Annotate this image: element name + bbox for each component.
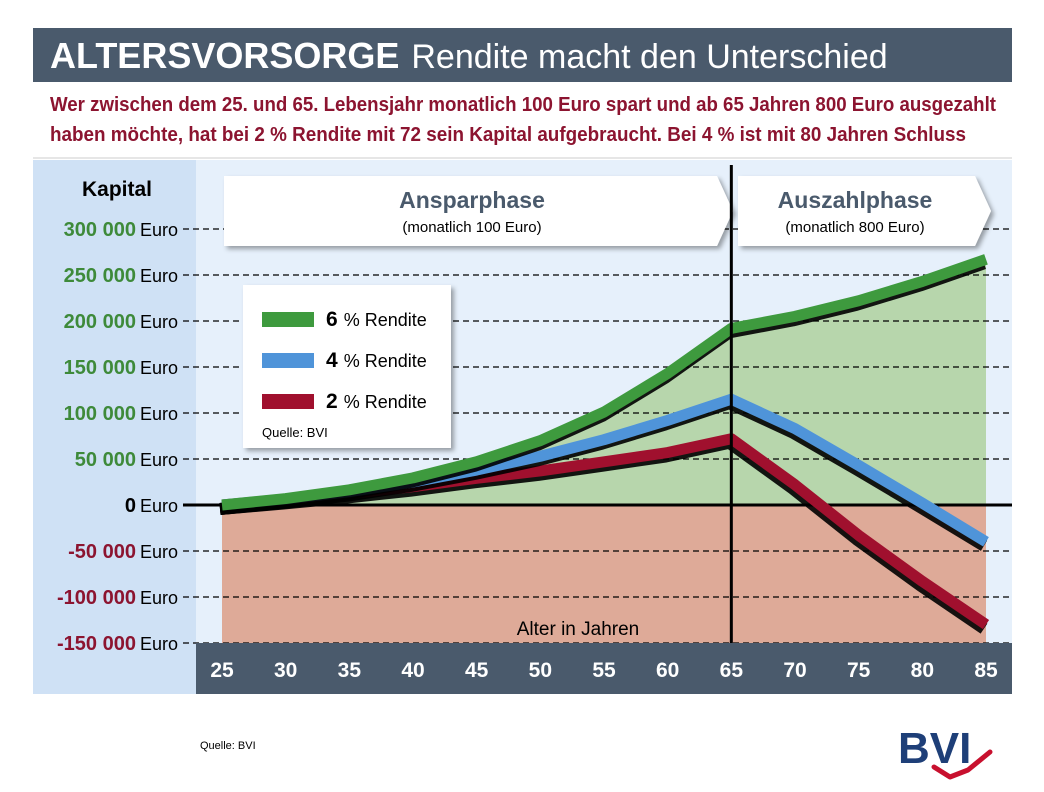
legend-swatch xyxy=(262,394,314,409)
phase-title: Ansparphase xyxy=(399,187,545,213)
y-axis-label: Kapital xyxy=(82,178,152,201)
series-lines xyxy=(219,254,990,634)
x-tick-label: 50 xyxy=(529,659,552,682)
x-tick-label: 35 xyxy=(338,659,362,682)
y-tick-label: -50 000 Euro xyxy=(68,541,178,563)
x-axis-label: Alter in Jahren xyxy=(517,619,640,640)
x-tick-labels: 25 30 35 40 45 50 55 60 65 70 75 80 85 xyxy=(210,659,998,682)
x-axis-band xyxy=(196,643,1012,694)
y-tick-label: 200 000 Euro xyxy=(64,311,178,333)
x-tick-label: 55 xyxy=(592,659,616,682)
y-tick-label: 50 000 Euro xyxy=(75,449,178,471)
y-tick-label: 150 000 Euro xyxy=(64,357,178,379)
subtitle-line-2: haben möchte, hat bei 2 % Rendite mit 72… xyxy=(50,124,966,146)
x-tick-label: 70 xyxy=(783,659,806,682)
legend-swatch xyxy=(262,353,314,368)
y-tick-label: 100 000 Euro xyxy=(64,403,178,425)
x-tick-label: 75 xyxy=(847,659,871,682)
y-tick-labels: 300 000 Euro 250 000 Euro 200 000 Euro 150 000… xyxy=(57,219,178,655)
legend-label: 6% Rendite xyxy=(326,308,427,331)
subtitle-line-1: Wer zwischen dem 25. und 65. Lebensjahr … xyxy=(50,94,996,116)
x-tick-label: 45 xyxy=(465,659,489,682)
x-tick-label: 65 xyxy=(720,659,744,682)
x-tick-label: 30 xyxy=(274,659,297,682)
negative-area xyxy=(222,505,986,643)
legend: 6% Rendite 4% Rendite 2% Rendite Quelle: B… xyxy=(243,285,451,448)
bvi-logo-swoosh-icon xyxy=(931,749,993,780)
x-tick-label: 60 xyxy=(656,659,679,682)
phase-title: Auszahlphase xyxy=(778,187,933,213)
y-axis-panel xyxy=(33,160,196,694)
x-tick-label: 40 xyxy=(401,659,424,682)
phase-arrow xyxy=(224,176,733,246)
header-band xyxy=(33,28,1012,82)
legend-source: Quelle: BVI xyxy=(262,425,328,440)
phase-arrow xyxy=(738,176,991,246)
y-tick-label: 250 000 Euro xyxy=(64,265,178,287)
negative-region xyxy=(222,505,986,643)
series-line xyxy=(221,254,988,511)
y-tick-label: -100 000 Euro xyxy=(57,587,178,609)
x-tick-label: 80 xyxy=(911,659,934,682)
legend-label: 2% Rendite xyxy=(326,390,427,413)
x-tick-label: 85 xyxy=(974,659,998,682)
phase-subtitle: (monatlich 100 Euro) xyxy=(402,219,541,236)
y-tick-label: 0 Euro xyxy=(125,495,178,517)
bvi-logo: BVI xyxy=(898,724,993,780)
legend-label: 4% Rendite xyxy=(326,349,427,372)
y-tick-label: -150 000 Euro xyxy=(57,633,178,655)
legend-swatch xyxy=(262,312,314,327)
y-tick-label: 300 000 Euro xyxy=(64,219,178,241)
title-bold: ALTERSVORSORGE xyxy=(50,35,399,76)
source-note: Quelle: BVI xyxy=(200,740,256,752)
phase-arrows: Ansparphase (monatlich 100 Euro) Auszahlph… xyxy=(224,176,991,246)
phase-subtitle: (monatlich 800 Euro) xyxy=(785,219,924,236)
title-rest: Rendite macht den Unterschied xyxy=(411,38,887,76)
x-tick-label: 25 xyxy=(210,659,234,682)
